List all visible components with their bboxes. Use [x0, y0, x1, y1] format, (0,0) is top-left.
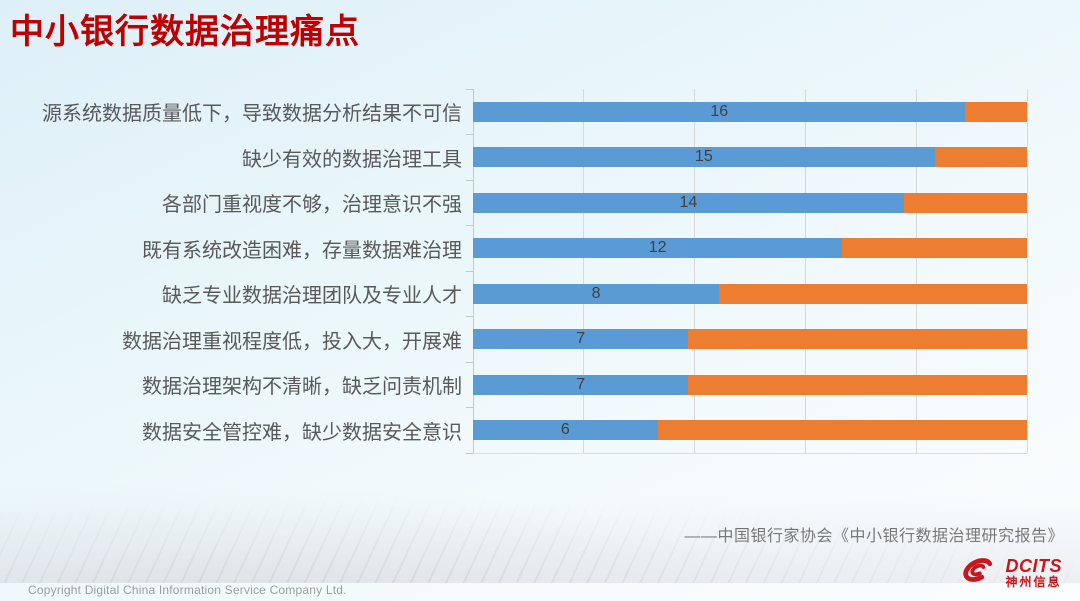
stacked-bar: 8: [473, 283, 1027, 304]
category-label: 缺乏专业数据治理团队及专业人才: [162, 285, 462, 308]
bar-segment-orange: [842, 238, 1027, 259]
category-label: 数据安全管控难，缺少数据安全意识: [142, 421, 462, 444]
bar-value-label: 12: [648, 239, 667, 257]
bar-row: 15: [473, 135, 1027, 181]
gridline: [1026, 89, 1028, 453]
bar-segment-orange: [903, 192, 1027, 213]
bar-segment-blue: 6: [473, 420, 658, 441]
bar-row: 7: [473, 362, 1027, 408]
bar-segment-orange: [934, 147, 1027, 168]
bar-segment-orange: [688, 374, 1027, 395]
stacked-bar: 7: [473, 329, 1027, 350]
category-label: 缺少有效的数据治理工具: [242, 148, 462, 171]
bar-value-label: 15: [694, 148, 713, 166]
source-citation: ——中国银行家协会《中小银行数据治理研究报告》: [684, 528, 1064, 545]
category-label: 各部门重视度不够，治理意识不强: [162, 194, 462, 217]
logo-swirl-icon: [955, 551, 1001, 594]
stacked-bar: 7: [473, 374, 1027, 395]
bar-segment-blue: 7: [473, 374, 689, 395]
stacked-bar: 6: [473, 420, 1027, 441]
bar-row: 16: [473, 89, 1027, 135]
logo-chinese-text: 神州信息: [1005, 574, 1062, 589]
axis-tick: [466, 270, 473, 272]
stacked-bar: 12: [473, 238, 1027, 259]
chart-plot-area: 16 15 14 12 8 7 7 6: [466, 88, 1028, 454]
bar-segment-blue: 15: [473, 147, 935, 168]
bar-segment-blue: 14: [473, 192, 904, 213]
bar-row: 7: [473, 317, 1027, 363]
bar-value-label: 14: [679, 193, 698, 211]
bar-value-label: 7: [576, 375, 586, 393]
axis-tick: [466, 316, 473, 317]
bar-row: 8: [473, 271, 1027, 317]
bar-segment-orange: [719, 283, 1027, 304]
chart-gridlines: [473, 89, 1028, 453]
gridline: [915, 89, 917, 453]
stacked-bar: 14: [473, 192, 1027, 213]
bar-segment-blue: 7: [473, 329, 689, 350]
bar-row: 12: [473, 226, 1027, 272]
axis-tick: [466, 134, 473, 135]
stacked-bar: 15: [473, 147, 1027, 168]
footer-copyright: Copyright Digital China Information Serv…: [28, 583, 347, 597]
gridline: [694, 89, 696, 453]
bar-value-label: 8: [591, 284, 601, 302]
category-label: 源系统数据质量低下，导致数据分析结果不可信: [42, 103, 462, 126]
chart-category-labels: 源系统数据质量低下，导致数据分析结果不可信缺少有效的数据治理工具各部门重视度不够…: [0, 89, 464, 453]
bar-segment-blue: 16: [473, 101, 966, 122]
bar-segment-orange: [688, 329, 1027, 350]
logo-name-text: DCITS: [1005, 555, 1062, 576]
axis-tick: [466, 452, 473, 454]
bar-segment-blue: 12: [473, 238, 843, 259]
axis-tick: [466, 179, 473, 181]
bar-segment-orange: [965, 101, 1027, 122]
chart-y-axis: [466, 88, 474, 454]
bar-value-label: 6: [560, 421, 570, 439]
axis-tick: [466, 407, 473, 408]
company-logo: DCITS 神州信息: [955, 551, 1063, 594]
stacked-bar: 16: [473, 101, 1027, 122]
bar-segment-blue: 8: [473, 283, 720, 304]
gridline: [583, 89, 585, 453]
axis-tick: [466, 225, 473, 226]
logo-text-block: DCITS 神州信息: [1005, 555, 1063, 589]
bar-value-label: 16: [710, 102, 729, 120]
bar-row: 6: [473, 408, 1027, 454]
slide-title: 中小银行数据治理痛点: [10, 13, 360, 51]
bar-segment-orange: [657, 420, 1027, 441]
chart-bars: 16 15 14 12 8 7 7 6: [473, 89, 1027, 453]
bar-row: 14: [473, 180, 1027, 226]
axis-tick: [466, 361, 473, 363]
bar-value-label: 7: [576, 330, 586, 348]
category-label: 数据治理重视程度低，投入大，开展难: [122, 330, 462, 353]
gridline: [804, 89, 806, 453]
category-label: 既有系统改造困难，存量数据难治理: [142, 239, 462, 262]
category-label: 数据治理架构不清晰，缺乏问责机制: [142, 376, 462, 399]
axis-tick: [466, 88, 473, 90]
